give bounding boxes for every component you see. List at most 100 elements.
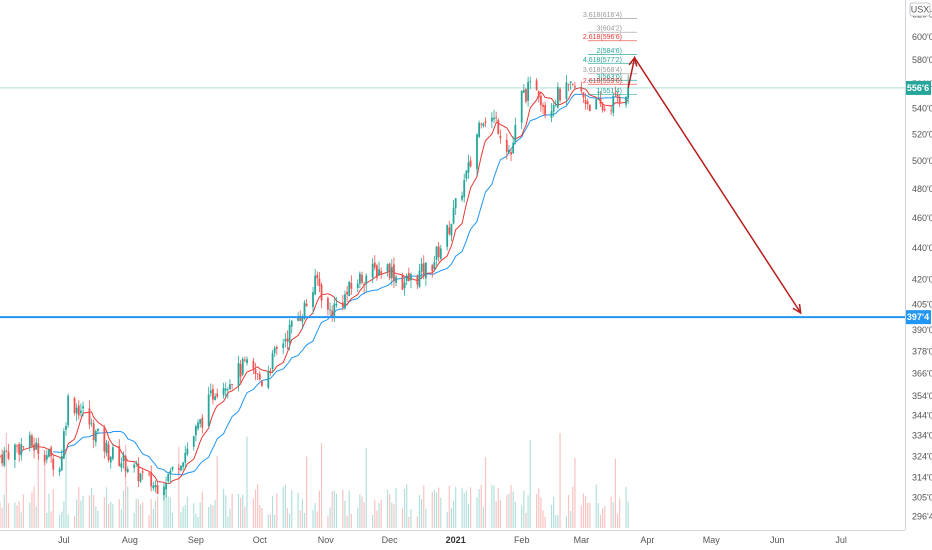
candle-body (305, 303, 308, 307)
volume-bar (97, 510, 99, 528)
volume-bar (210, 504, 212, 528)
volume-bar (463, 492, 465, 528)
volume-bar (386, 489, 389, 528)
volume-bar (3, 494, 5, 528)
candle-body (348, 281, 351, 297)
volume-bar (619, 498, 621, 528)
candle-body (484, 121, 487, 123)
volume-bar (350, 513, 352, 528)
candle-body (508, 149, 510, 153)
candle-body (197, 422, 199, 429)
candle-body (301, 317, 304, 322)
volume-bar (401, 508, 404, 528)
volume-bar (418, 494, 421, 528)
volume-bar (133, 512, 135, 528)
volume-bar (167, 496, 169, 528)
candle-body (284, 339, 287, 342)
candle-body (0, 455, 1, 457)
candle-body (186, 448, 189, 455)
y-tick-label: 520'0 (912, 129, 932, 139)
x-tick-label: Apr (640, 535, 654, 545)
volume-bar (544, 516, 546, 528)
volume-bar (301, 498, 303, 528)
candle-body (595, 99, 598, 110)
volume-bar (246, 436, 248, 528)
x-tick-label: Jul (58, 535, 70, 545)
candle-body (480, 123, 483, 125)
volume-bar (536, 493, 538, 528)
volume-bar (214, 499, 216, 528)
y-tick-label: 600'0 (912, 32, 932, 42)
volume-bar (276, 493, 278, 528)
candle-body (52, 458, 55, 470)
candle-body (45, 455, 48, 460)
candle-body (610, 110, 613, 112)
candle-body (229, 384, 231, 390)
volume-bar (484, 457, 487, 528)
volume-bar (359, 494, 361, 528)
candle-body (48, 449, 50, 457)
candle-body (111, 447, 114, 459)
candle-body (241, 358, 244, 375)
candle-body (65, 425, 67, 430)
candle-body (499, 135, 502, 139)
candle-body (273, 347, 276, 354)
candle-body (120, 463, 123, 468)
volume-bar (616, 514, 619, 528)
candle-body (148, 473, 150, 475)
candle-body (80, 410, 82, 413)
volume-bar (197, 516, 199, 528)
volume-bar (525, 513, 527, 528)
candle-body (222, 387, 225, 396)
y-tick-label: 344'0 (912, 410, 932, 420)
volume-bar (14, 502, 16, 528)
volume-bar (610, 496, 612, 528)
candle-body (497, 119, 500, 135)
candle-body (103, 427, 106, 452)
volume-bar (465, 490, 467, 528)
current-price-tag-bg (906, 80, 931, 95)
candle-body (331, 310, 334, 316)
candle-body (461, 195, 463, 200)
candle-body (395, 276, 397, 283)
candle-body (433, 262, 436, 270)
candle-body (512, 142, 515, 154)
candle-body (303, 302, 306, 319)
volume-bar (67, 514, 69, 528)
volume-bar (523, 490, 525, 528)
volume-bar (105, 487, 108, 528)
candle-body (286, 338, 289, 342)
fib-level-label: 3.618(616'4) (583, 12, 622, 19)
volume-bar (480, 484, 482, 528)
volume-bar (291, 490, 293, 528)
volume-bar (163, 485, 165, 528)
volume-bar (103, 497, 105, 528)
candle-body (31, 435, 33, 446)
volume-bar (137, 499, 140, 528)
plot-area[interactable] (0, 0, 905, 530)
volume-bar (37, 455, 39, 528)
volume-bar (344, 500, 346, 528)
volume-bar (76, 499, 78, 528)
volume-bar (320, 442, 323, 528)
volume-bar (148, 515, 150, 528)
candle-body (254, 369, 257, 375)
candle-body (527, 81, 529, 101)
volume-bar (48, 493, 50, 528)
candle-body (597, 98, 600, 100)
candle-body (105, 442, 108, 453)
fib-level-label: 3.618(568'4) (583, 67, 622, 74)
currency-box[interactable] (909, 2, 931, 17)
y-tick-label: 354'0 (912, 391, 932, 401)
volume-bar (229, 508, 231, 528)
volume-bar (438, 487, 440, 528)
candle-body (452, 207, 455, 224)
x-tick-label: Aug (122, 535, 138, 545)
x-tick-label: May (703, 535, 721, 545)
y-tick-label: 440'0 (912, 243, 932, 253)
volume-bar (7, 503, 10, 528)
candle-body (525, 89, 527, 102)
candle-body (625, 96, 627, 105)
volume-bar (178, 446, 180, 528)
